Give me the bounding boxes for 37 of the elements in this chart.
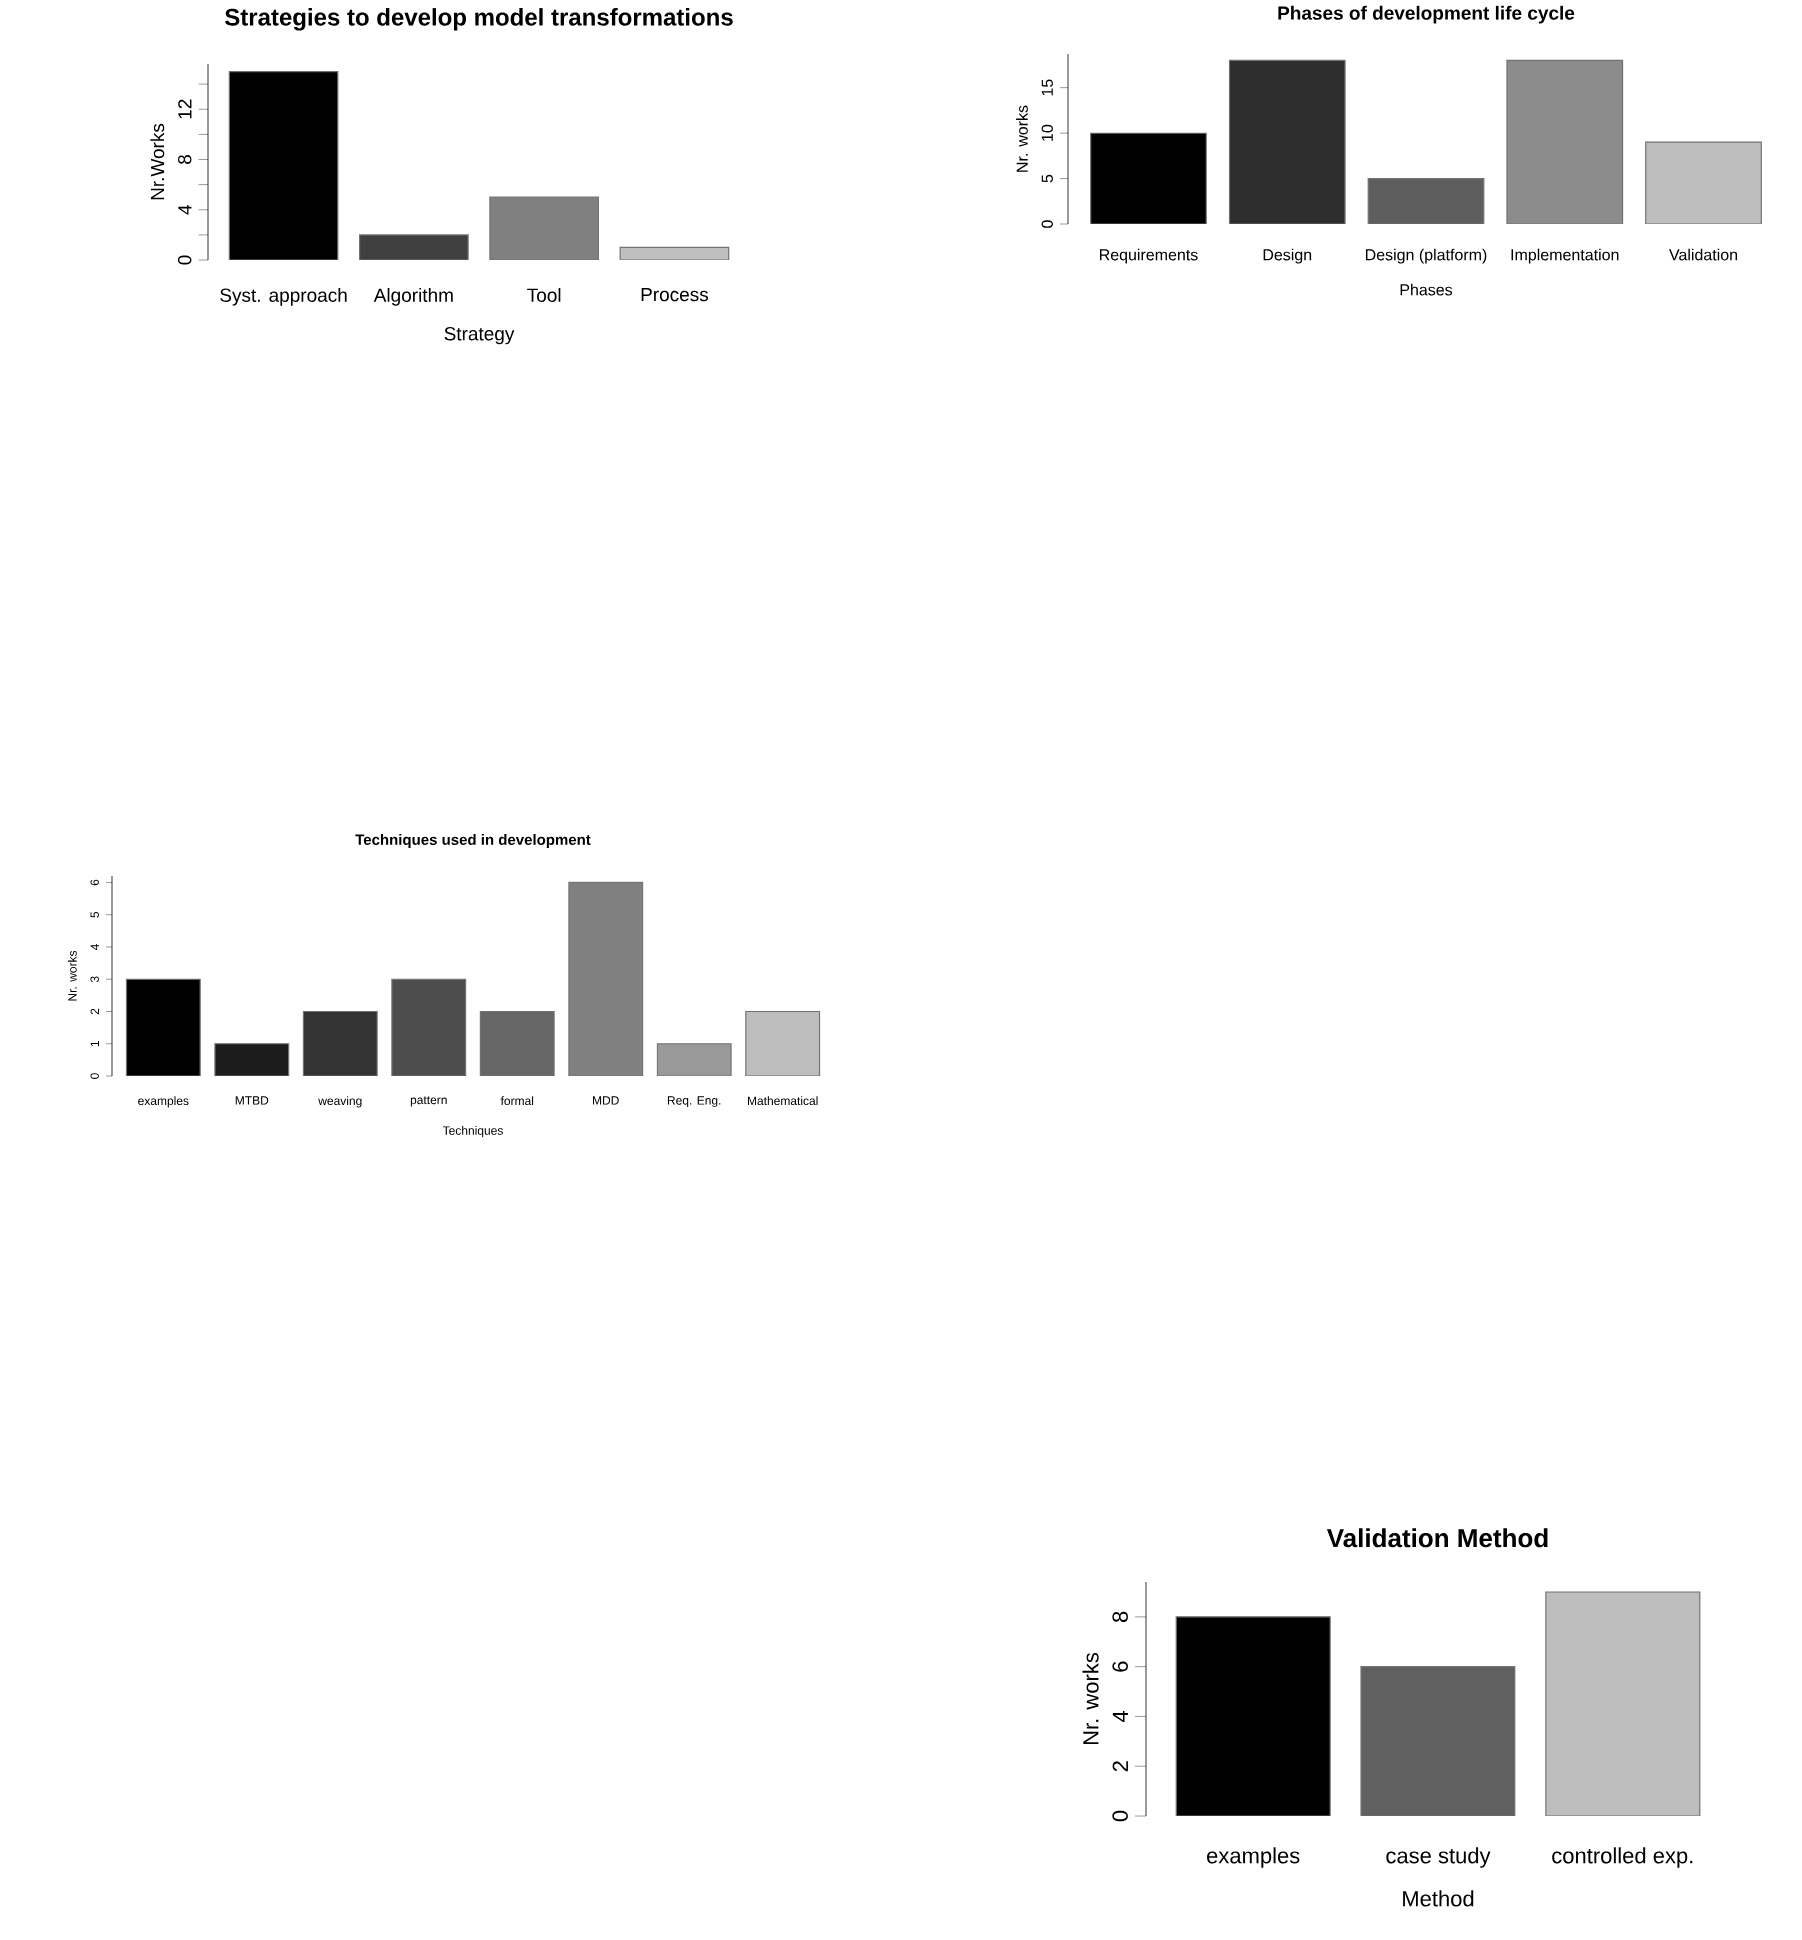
y-axis-title: Nr.Works [150,123,165,200]
bar [1645,141,1762,225]
y-tick-label: 2 [1112,1761,1128,1772]
x-tick-label: Design [1263,248,1312,264]
x-tick-label: examples [1207,1847,1300,1868]
x-tick-label: Validation [1669,248,1738,261]
x-tick-label: Implementation [1511,248,1619,264]
bar [1367,177,1485,225]
x-tick-label: Syst. approach [220,287,347,306]
x-tick-label: Requirements [1100,248,1198,264]
x-tick-label: Design (platform) [1365,248,1487,264]
chart-title: Validation Method [1326,1528,1548,1548]
x-tick-label: controlled exp. [1552,1847,1693,1868]
x-axis-title: Strategy [444,327,515,345]
y-tick-label: 8 [1112,1611,1128,1623]
y-tick-label: 6 [1112,1661,1128,1672]
y-tick-label: 0 [1041,220,1053,228]
y-tick-label: 0 [177,255,192,265]
y-tick-label: 4 [1112,1710,1128,1723]
y-axis-title: Nr. works [1016,105,1028,172]
x-tick-label: case study [1386,1847,1491,1868]
y-tick-label: 8 [177,155,192,164]
chart-title: Strategies to develop model transformations [224,8,733,31]
y-tick-label: 12 [178,99,192,119]
y-tick-label: 5 [1041,174,1053,183]
x-tick-label: Process [641,287,709,302]
x-tick-label: Tool [527,287,561,302]
y-tick-label: 0 [1112,1810,1128,1822]
x-tick-label: Algorithm [373,287,453,306]
y-tick-label: 15 [1041,79,1053,96]
y-tick-label: 10 [1041,124,1053,141]
x-axis-title: Phases [1400,283,1453,296]
x-axis-title: Method [1403,1890,1474,1907]
y-tick-label: 4 [178,205,192,215]
chart-title: Phases of development life cycle [1278,5,1575,24]
bar [1175,1616,1331,1817]
y-axis-title: Nr. works [1082,1652,1099,1745]
